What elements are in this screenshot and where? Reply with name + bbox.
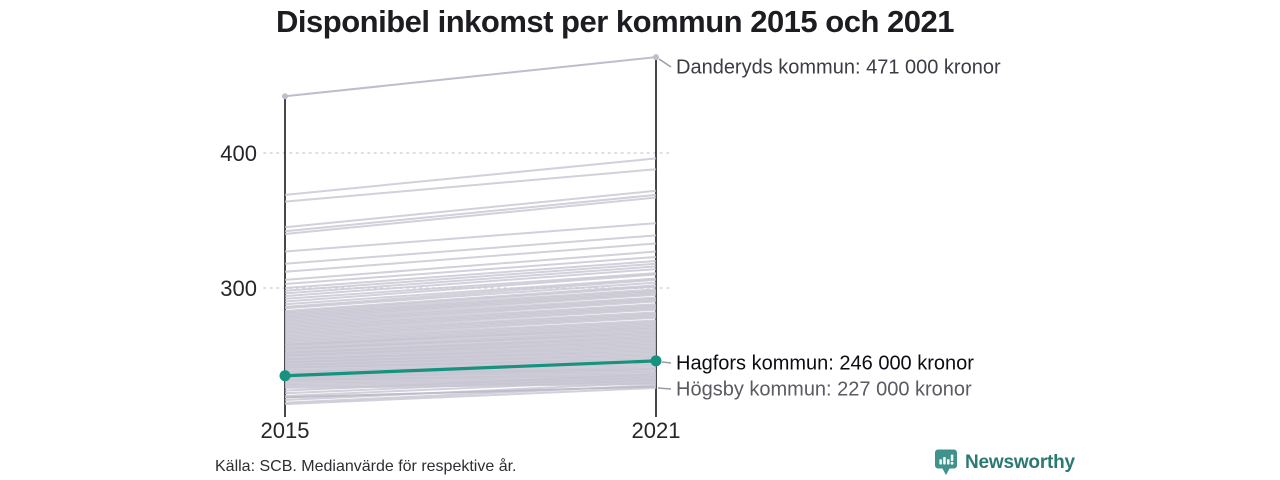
y-tick-label: 400 [220,141,257,166]
municipality-line [284,322,657,343]
municipality-line [284,372,657,380]
dot-danderyd-2021 [653,54,659,61]
municipality-line [284,347,657,362]
municipality-line [284,370,657,379]
municipality-line [284,292,657,319]
municipality-line [284,297,657,323]
municipality-line [284,304,657,329]
municipality-line [284,250,657,281]
municipality-line [284,222,657,253]
source-note: Källa: SCB. Medianvärde för respektive å… [215,458,517,475]
municipality-line [284,311,657,334]
municipality-line [284,314,657,337]
municipality-line [284,331,657,352]
chart-title: Disponibel inkomst per kommun 2015 och 2… [276,4,954,39]
municipality-line [284,312,657,335]
line-danderyd [284,56,657,98]
municipality-line [284,338,657,356]
line-hogsby [284,385,657,399]
municipality-line [284,320,657,342]
municipality-line [284,299,657,325]
highlight-line-group [279,355,662,382]
municipality-line [284,343,657,360]
municipality-line [284,373,657,392]
x-tick-2021: 2021 [632,418,681,443]
annotation-hagfors: Hagfors kommun: 246 000 kronor [676,352,974,375]
municipality-line [284,316,657,339]
leader-hagfors [661,361,672,364]
line-hagfors-highlight [284,359,657,378]
municipality-line [284,293,657,321]
municipality-line [284,350,657,364]
municipality-line [284,281,657,310]
municipality-line [284,265,657,295]
municipality-line [284,278,657,308]
municipality-line [284,346,657,361]
annotated-lines-group [282,54,659,399]
municipality-line [284,307,657,331]
leader-hogsby [657,387,672,390]
municipality-line [284,351,657,365]
municipality-line [284,323,657,345]
municipality-line [284,288,657,315]
municipality-line [284,334,657,353]
gridlines-group: 400 300 [220,141,672,301]
municipality-line [284,296,657,322]
newsworthy-wordmark: Newsworthy [965,452,1075,473]
municipality-line [284,305,657,330]
municipality-line [284,273,657,303]
municipality-line [284,289,657,316]
municipality-line [284,234,657,265]
municipality-line [284,277,657,306]
municipality-line [284,355,657,368]
municipality-line [284,315,657,338]
municipality-line [284,193,657,233]
municipality-line [284,189,657,229]
municipality-line [284,157,657,196]
municipality-line [284,308,657,333]
municipality-line [284,342,657,358]
dot-hagfors-2021 [650,355,662,367]
municipality-line [284,303,657,327]
annotation-danderyd: Danderyds kommun: 471 000 kronor [676,56,1001,79]
municipality-line [284,168,657,203]
municipality-line [284,284,657,312]
municipality-line [284,285,657,314]
municipality-line [284,326,657,348]
municipality-line [284,262,657,292]
y-tick-label: 300 [220,276,257,301]
municipality-lines-group [284,157,657,406]
annotation-hogsby: Högsby kommun: 227 000 kronor [676,378,972,401]
municipality-line [284,268,657,298]
municipality-line [284,336,657,354]
dot-danderyd-2015 [282,93,288,100]
municipality-line [284,378,657,397]
municipality-line [284,242,657,273]
municipality-line [284,260,657,289]
municipality-line [284,341,657,357]
municipality-line [284,272,657,300]
x-tick-2015: 2015 [261,418,310,443]
municipality-line [284,358,657,369]
municipality-line [284,376,657,395]
newsworthy-barchart-speech-bubble-icon [935,449,957,476]
municipality-line [284,196,657,235]
municipality-line [284,319,657,341]
dot-hagfors-2015 [279,370,291,382]
municipality-line [284,291,657,318]
municipality-line [284,300,657,326]
leader-danderyd [658,58,672,68]
municipality-line [284,386,657,406]
newsworthy-logo: Newsworthy [934,449,1075,476]
municipality-line [284,328,657,349]
municipality-line [284,354,657,366]
municipality-line [284,255,657,285]
